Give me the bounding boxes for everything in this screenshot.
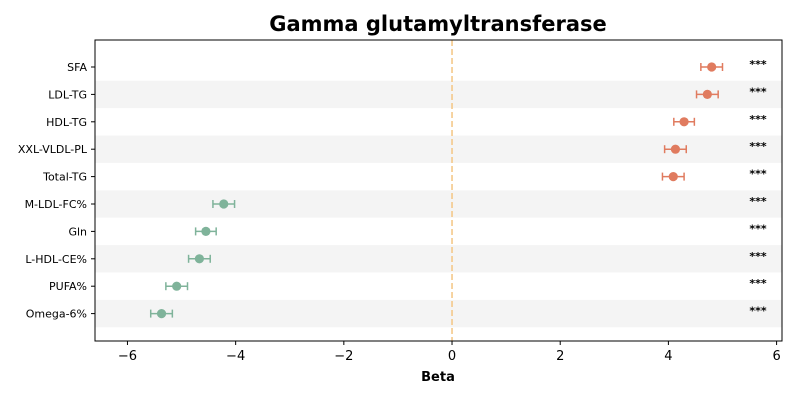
row-band [95, 190, 782, 218]
y-tick-label: Gln [68, 225, 87, 238]
significance-label: *** [749, 305, 767, 318]
significance-label: *** [749, 168, 767, 181]
significance-label: *** [749, 140, 767, 153]
significance-label: *** [749, 58, 767, 71]
y-tick-label: SFA [67, 61, 87, 74]
point [201, 226, 211, 236]
data-row [187, 254, 211, 264]
point [702, 89, 712, 99]
row-band [95, 299, 782, 328]
x-tick-label: −4 [226, 349, 245, 364]
y-tick-label: HDL-TG [46, 116, 87, 129]
data-row [700, 62, 724, 72]
row-bands [95, 80, 782, 328]
data-row [149, 309, 174, 319]
y-tick-label: LDL-TG [48, 88, 87, 101]
data-row [661, 172, 685, 182]
data-row [194, 226, 217, 236]
y-axis: SFA LDL-TG HDL-TG XXL-VLDL-PL Total-TG M-LDL-… [18, 61, 95, 321]
y-tick-label: Total-TG [42, 171, 87, 184]
point [172, 281, 182, 291]
row-band [95, 80, 782, 109]
chart-title: Gamma glutamyltransferase [269, 12, 606, 36]
point [194, 254, 205, 264]
point [707, 62, 717, 72]
x-tick-label: 4 [664, 349, 672, 364]
data-row [663, 144, 688, 154]
data-marks [149, 62, 724, 319]
x-axis: −6 −4 −2 0 2 4 6 [118, 341, 781, 364]
y-tick-label: XXL-VLDL-PL [18, 143, 88, 156]
significance-label: *** [749, 113, 767, 126]
significance-labels: *** *** *** *** *** *** *** *** *** *** [749, 58, 767, 318]
significance-label: *** [749, 195, 767, 208]
data-row [673, 117, 696, 127]
significance-label: *** [749, 222, 767, 235]
x-axis-label: Beta [421, 370, 455, 385]
point [668, 172, 678, 182]
x-tick-label: 0 [448, 349, 456, 364]
significance-label: *** [749, 85, 767, 98]
x-tick-label: 6 [772, 349, 780, 364]
x-tick-label: −6 [118, 349, 137, 364]
data-row [165, 281, 189, 291]
y-tick-label: PUFA% [49, 280, 87, 293]
point [670, 144, 681, 154]
y-tick-label: M-LDL-FC% [25, 198, 87, 211]
y-tick-label: Omega-6% [26, 308, 87, 321]
y-tick-label: L-HDL-CE% [25, 253, 87, 266]
x-tick-label: 2 [556, 349, 564, 364]
data-row [695, 89, 719, 99]
data-row [212, 199, 236, 209]
significance-label: *** [749, 277, 767, 290]
x-tick-label: −2 [334, 349, 353, 364]
point [679, 117, 689, 127]
point [219, 199, 229, 209]
significance-label: *** [749, 250, 767, 263]
point [156, 309, 167, 319]
axes-frame [94, 39, 783, 342]
